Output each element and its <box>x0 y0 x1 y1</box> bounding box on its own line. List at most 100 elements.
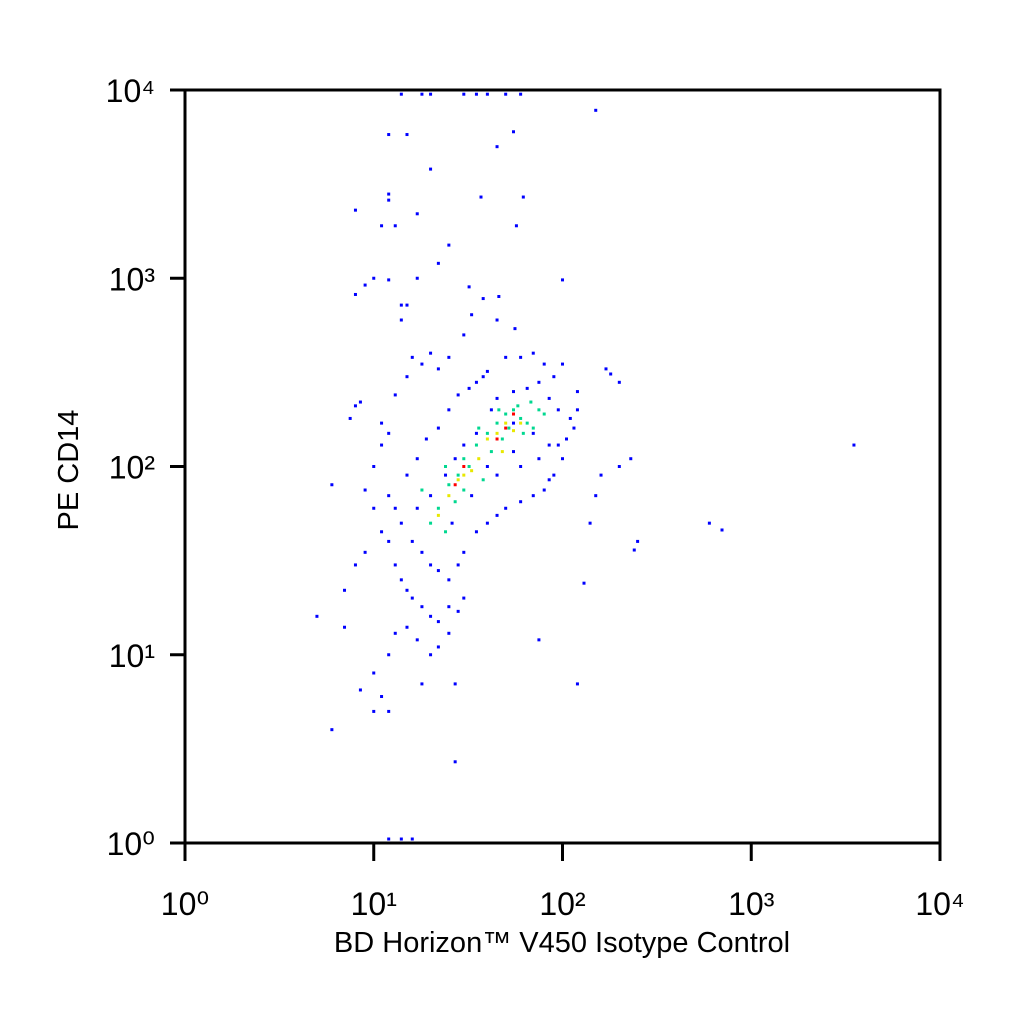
data-point <box>485 369 489 373</box>
data-point <box>447 408 451 412</box>
data-point <box>531 351 535 355</box>
data-point <box>462 473 466 477</box>
data-point <box>462 457 466 461</box>
data-point <box>399 303 403 307</box>
data-point <box>500 450 504 454</box>
data-point <box>405 303 409 307</box>
data-point <box>495 318 499 322</box>
data-point <box>525 421 529 425</box>
data-point <box>575 408 579 412</box>
data-point <box>447 483 451 487</box>
data-point <box>495 513 499 517</box>
data-point <box>542 488 546 492</box>
data-point <box>415 276 419 280</box>
data-point <box>462 333 466 337</box>
data-point <box>467 285 471 289</box>
data-point <box>358 400 362 404</box>
data-point <box>372 671 376 675</box>
data-point <box>424 437 428 441</box>
data-point <box>387 653 391 657</box>
data-point <box>594 494 598 498</box>
data-point <box>511 421 515 425</box>
data-point <box>495 431 499 435</box>
data-point <box>537 408 541 412</box>
data-point <box>525 386 529 390</box>
data-point <box>462 443 466 447</box>
data-point <box>568 416 572 420</box>
data-point <box>387 709 391 713</box>
data-point <box>462 488 466 492</box>
data-point <box>456 393 460 397</box>
data-point <box>542 362 546 366</box>
data-point <box>467 386 471 390</box>
data-point <box>447 578 451 582</box>
data-point <box>531 426 535 430</box>
data-point <box>594 108 598 112</box>
data-point <box>495 437 499 441</box>
data-point <box>511 130 515 134</box>
data-point <box>393 393 397 397</box>
data-point <box>330 728 334 732</box>
data-point <box>429 494 433 498</box>
data-point <box>436 569 440 573</box>
data-point <box>380 443 384 447</box>
data-point <box>511 412 515 416</box>
data-point <box>343 625 347 629</box>
data-point <box>519 421 523 425</box>
data-point <box>380 695 384 699</box>
data-point <box>405 588 409 592</box>
data-point <box>387 198 391 202</box>
data-point <box>474 92 478 96</box>
data-point <box>415 638 419 642</box>
data-point <box>444 530 448 534</box>
data-point <box>429 521 433 525</box>
data-point <box>462 92 466 96</box>
data-point <box>405 133 409 137</box>
data-point <box>420 682 424 686</box>
data-point <box>504 355 508 359</box>
y-tick-label: 10¹ <box>109 638 155 674</box>
data-point <box>629 457 633 461</box>
data-point <box>489 408 493 412</box>
data-point <box>547 443 551 447</box>
data-point <box>519 416 523 420</box>
plot-frame <box>183 88 942 845</box>
data-point <box>444 465 448 468</box>
data-point <box>420 362 424 366</box>
data-point <box>636 539 640 543</box>
data-point <box>353 208 357 212</box>
data-point <box>604 367 608 371</box>
data-point <box>447 355 451 359</box>
data-point <box>453 483 457 487</box>
data-point <box>513 327 517 331</box>
data-point <box>477 457 481 461</box>
data-point <box>405 375 409 379</box>
data-point <box>489 450 493 454</box>
data-point <box>572 426 576 430</box>
y-axis-label: PE CD14 <box>53 410 85 531</box>
data-point <box>537 457 541 461</box>
data-point <box>436 426 440 430</box>
data-point <box>436 506 440 510</box>
data-point <box>399 837 403 841</box>
data-point <box>474 431 478 435</box>
data-point <box>575 390 579 394</box>
data-point <box>399 318 403 322</box>
data-point <box>429 563 433 567</box>
data-point <box>462 465 466 468</box>
y-tick-label: 10² <box>109 450 156 486</box>
data-point <box>481 375 485 379</box>
data-point <box>387 133 391 137</box>
data-point <box>504 426 508 430</box>
data-point <box>504 412 508 416</box>
data-point <box>617 465 621 468</box>
data-point <box>393 224 397 228</box>
data-point <box>393 631 397 635</box>
data-point <box>415 506 419 510</box>
data-point <box>504 92 508 96</box>
data-point <box>556 408 560 412</box>
data-point <box>353 404 357 408</box>
data-point <box>500 437 504 441</box>
data-point <box>495 145 499 149</box>
